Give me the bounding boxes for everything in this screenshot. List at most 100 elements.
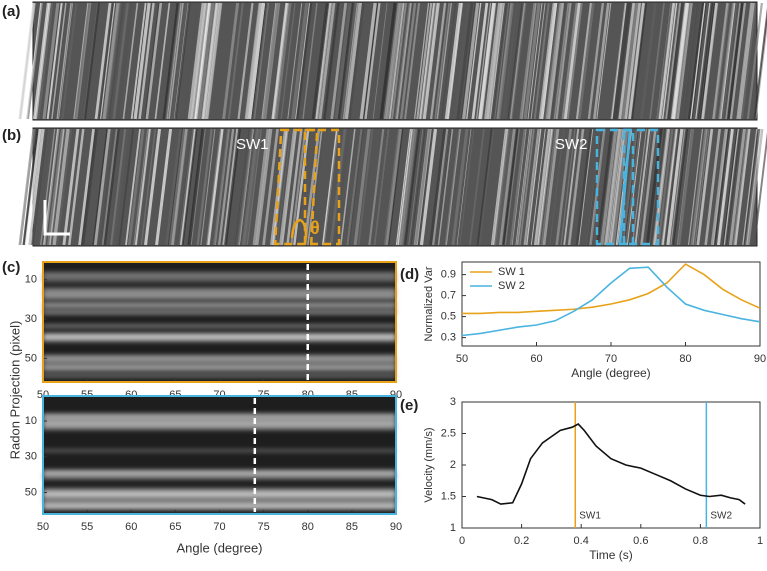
streak	[341, 2, 359, 120]
streak	[444, 2, 462, 120]
streak	[519, 128, 535, 246]
streak	[553, 2, 570, 120]
y-tick-label: 10	[25, 274, 37, 286]
x-tick-label: 0.8	[693, 535, 708, 547]
streak	[57, 2, 73, 120]
x-tick-label: 0	[459, 535, 465, 547]
streak	[105, 2, 122, 120]
y-tick-label: 1	[450, 522, 456, 534]
legend-label: SW 2	[498, 280, 525, 292]
streak	[43, 128, 60, 246]
streak	[107, 2, 124, 120]
streak	[141, 128, 158, 246]
streak	[98, 2, 114, 120]
streak	[660, 128, 677, 246]
streak	[408, 128, 424, 246]
streak	[515, 128, 531, 246]
streak	[568, 128, 585, 246]
streak	[385, 2, 403, 120]
streak	[540, 128, 557, 246]
streak	[657, 128, 674, 246]
streak	[263, 2, 281, 120]
streak	[714, 128, 730, 246]
streak	[729, 2, 747, 120]
streak	[379, 2, 397, 120]
streak	[177, 128, 195, 246]
streak	[156, 128, 172, 246]
streak	[665, 2, 682, 120]
streak	[273, 128, 289, 246]
streak	[140, 128, 157, 246]
x-tick-label: 55	[81, 521, 93, 533]
streak	[555, 2, 571, 120]
streak	[511, 128, 527, 246]
band	[43, 488, 396, 494]
streak	[615, 2, 632, 120]
y-tick-label: 0.7	[441, 290, 456, 302]
streak	[742, 128, 759, 246]
streak	[418, 2, 435, 120]
streak	[213, 128, 230, 246]
streak	[280, 128, 298, 246]
streak	[276, 128, 292, 246]
streak	[201, 2, 219, 120]
streak	[174, 2, 191, 120]
streak	[492, 128, 511, 246]
plot-frame	[461, 401, 761, 529]
y-tick-label: 3	[450, 396, 456, 408]
streak	[42, 2, 60, 120]
streak	[440, 2, 457, 120]
streak	[744, 128, 761, 246]
streak	[44, 128, 60, 246]
kymograph-a	[18, 1, 767, 121]
streak	[224, 128, 241, 246]
streak	[422, 2, 440, 120]
streak	[533, 2, 550, 120]
streak	[50, 128, 68, 246]
event-label: SW2	[710, 511, 732, 522]
streak	[397, 128, 413, 246]
band	[43, 333, 396, 339]
streak	[383, 128, 400, 246]
x-tick-label: 90	[390, 521, 402, 533]
streak	[246, 128, 262, 246]
streak	[624, 2, 641, 120]
y-tick-label: 30	[25, 313, 37, 325]
streak	[730, 128, 748, 246]
streak	[399, 128, 418, 246]
streak	[429, 2, 447, 120]
band	[43, 302, 396, 308]
x-axis-label: Time (s)	[589, 548, 633, 562]
streak	[612, 2, 628, 120]
streak	[669, 128, 687, 246]
band	[43, 449, 396, 453]
streak	[388, 2, 405, 120]
band	[43, 272, 396, 278]
streak	[165, 2, 182, 120]
streak	[144, 2, 160, 120]
streak	[410, 128, 426, 246]
streak	[504, 128, 520, 246]
streak	[286, 128, 303, 246]
streak	[530, 128, 546, 246]
streak	[451, 128, 469, 246]
streak	[413, 2, 430, 120]
streak	[118, 128, 135, 246]
streak	[687, 2, 705, 120]
streak	[337, 2, 355, 120]
band	[43, 499, 396, 504]
streak	[521, 2, 537, 120]
y-tick-label: 30	[25, 451, 37, 463]
streak	[168, 2, 184, 120]
x-tick-label: 70	[213, 521, 225, 533]
streak	[396, 2, 412, 120]
streak	[655, 128, 671, 246]
streak	[196, 128, 213, 246]
band	[43, 373, 396, 378]
streak	[255, 128, 273, 246]
streak	[357, 128, 374, 246]
theta-label: θ	[310, 218, 320, 238]
streak	[291, 2, 308, 120]
streak	[182, 128, 198, 246]
streak	[740, 2, 757, 120]
